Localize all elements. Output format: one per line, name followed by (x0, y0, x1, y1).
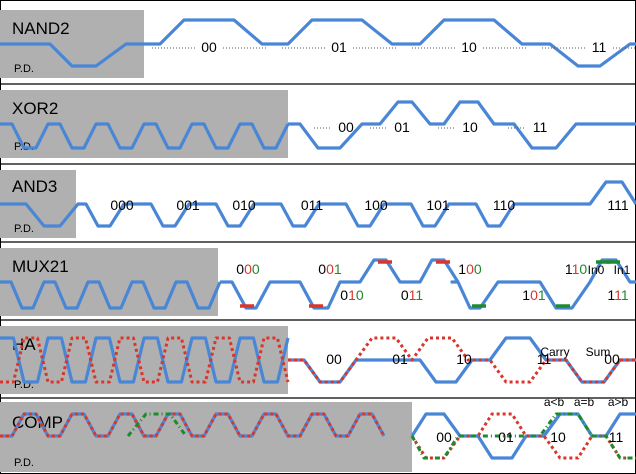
mux21-code-bit: 1 (458, 261, 466, 277)
mux21-code-bit: 0 (579, 261, 587, 277)
ha-code-label: 10 (456, 351, 472, 367)
ha-code-label: 01 (392, 351, 408, 367)
nand2-code-label: 01 (331, 39, 347, 55)
nand2-waveform (0, 18, 636, 68)
mux21-code-bit: 0 (326, 261, 334, 277)
mux21-code-bit: 1 (538, 287, 546, 303)
and3-code-label: 000 (110, 197, 134, 213)
mux21-code-bit: 0 (530, 287, 538, 303)
panel-title-ha: HA (12, 335, 36, 354)
legend-a-gt-b: a>b (608, 395, 629, 409)
comp-code-label: 10 (550, 429, 566, 445)
mux21-precharge-waveform (0, 280, 222, 310)
mux21-code-bit: 0 (252, 261, 260, 277)
nand2-code-label: 11 (592, 39, 607, 55)
panel-title-and3: AND3 (12, 177, 57, 196)
nand2-code-label: 10 (461, 39, 477, 55)
mux21-code-bit: 1 (565, 261, 573, 277)
comp-red-eval (410, 412, 636, 460)
ha-code-label: 00 (604, 351, 620, 367)
mux21-code-bit: 1 (607, 287, 615, 303)
mux21-code-bit: 1 (572, 261, 580, 277)
mux21-code-label: 101 (522, 287, 546, 303)
legend-a-eq-b: a=b (574, 395, 595, 409)
mux21-code-bit: 0 (236, 261, 244, 277)
panel-title-xor2: XOR2 (12, 99, 58, 118)
mux21-code-bit: 0 (244, 261, 252, 277)
mux21-code-bit: 1 (614, 287, 622, 303)
and3-precharge-waveform (0, 202, 80, 228)
legend-in1: In1 (614, 263, 631, 277)
panel-title-mux21: MUX21 (12, 257, 69, 276)
ha-sum-eval (288, 336, 636, 384)
xor2-precharge-waveform (0, 122, 290, 150)
mux21-code-bit: 0 (401, 287, 409, 303)
mux21-code-bit: 1 (348, 287, 356, 303)
pd-label-nand2: P.D. (14, 63, 34, 75)
ha-code-label: 00 (326, 351, 342, 367)
xor2-eval-waveform (288, 100, 636, 150)
legend-in0: In0 (588, 263, 605, 277)
panel-title-nand2: NAND2 (12, 19, 70, 38)
nand2-code-label: 00 (201, 39, 217, 55)
and3-code-label: 001 (176, 197, 200, 213)
mux21-code-label: 111 (607, 287, 629, 303)
ha-carry-precharge (0, 336, 290, 384)
pd-label-comp: P.D. (14, 457, 34, 469)
xor2-code-label: 00 (338, 119, 354, 135)
legend-a-lt-b: a<b (544, 395, 565, 409)
mux21-code-bit: 0 (474, 261, 482, 277)
comp-green-eval (410, 412, 636, 460)
and3-code-label: 110 (493, 197, 516, 213)
comp-code-label: 00 (436, 429, 452, 445)
and3-code-label: 011 (301, 197, 324, 213)
mux21-code-label: 001 (318, 261, 342, 277)
and3-code-label: 100 (364, 197, 388, 213)
mux21-eval-waveform (220, 258, 636, 310)
mux21-code-bit: 0 (318, 261, 326, 277)
pd-label-and3: P.D. (14, 223, 34, 235)
comp-green-bump (126, 412, 188, 437)
comp-code-label: 11 (609, 429, 624, 445)
mux21-code-label: 100 (458, 261, 482, 277)
and3-eval-waveform (80, 180, 636, 228)
comp-code-label: 01 (498, 429, 514, 445)
mux21-code-bit: 1 (621, 287, 629, 303)
comp-red-precharge (0, 412, 386, 438)
mux21-code-bit: 1 (409, 287, 417, 303)
mux21-code-bit: 1 (415, 287, 423, 303)
panel-title-comp: COMP (12, 413, 63, 432)
mux21-code-bit: 1 (334, 261, 342, 277)
mux21-code-bit: 0 (466, 261, 474, 277)
mux21-code-label: 011 (401, 287, 424, 303)
and3-code-label: 101 (426, 197, 450, 213)
legend-sum: Sum (586, 345, 611, 359)
mux21-code-bit: 0 (340, 287, 348, 303)
and3-code-label: 010 (232, 197, 256, 213)
mux21-code-label: 010 (340, 287, 364, 303)
mux21-code-label: 110 (565, 261, 588, 277)
and3-code-label: 111 (607, 197, 628, 213)
xor2-code-label: 11 (533, 119, 548, 135)
xor2-code-label: 01 (394, 119, 410, 135)
xor2-code-label: 10 (462, 119, 478, 135)
mux21-code-label: 000 (236, 261, 260, 277)
mux21-code-bit: 1 (522, 287, 530, 303)
legend-carry: Carry (540, 345, 569, 359)
ha-code-label: 11 (537, 351, 552, 367)
mux21-code-bit: 0 (356, 287, 364, 303)
